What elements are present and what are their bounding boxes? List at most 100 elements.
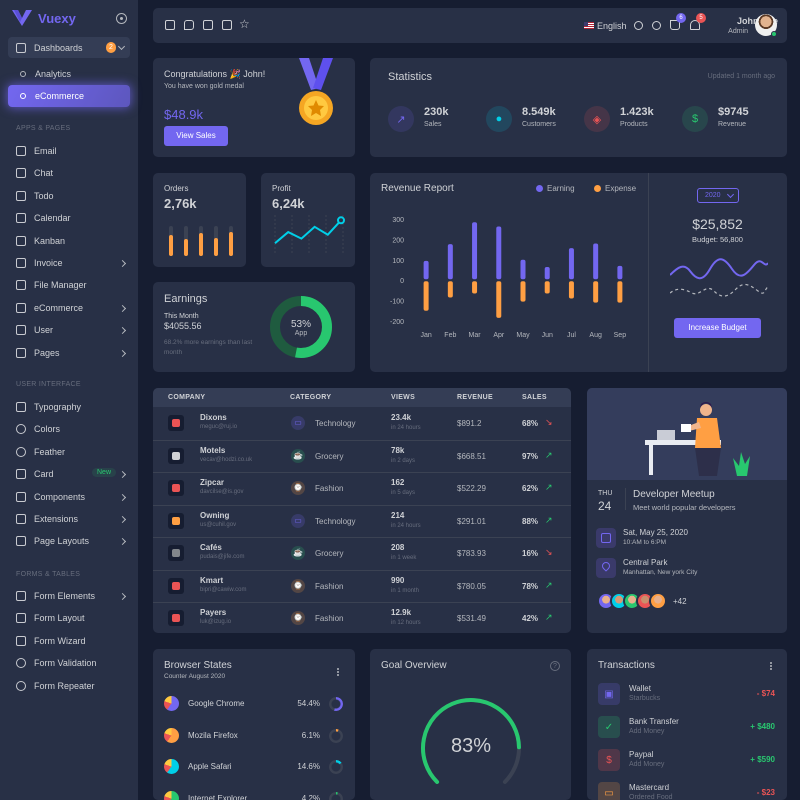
company-name[interactable]: Dixons — [200, 413, 227, 422]
company-logo-icon — [168, 577, 184, 594]
sidebar-item-form-layout[interactable]: Form Layout — [16, 611, 130, 625]
more-vertical-icon[interactable] — [770, 662, 772, 664]
sidebar-item-label: Kanban — [34, 235, 66, 246]
increase-budget-button[interactable]: Increase Budget — [674, 318, 761, 338]
message-icon[interactable] — [184, 20, 194, 30]
company-name[interactable]: Payers — [200, 608, 227, 617]
sidebar-item-feather[interactable]: Feather — [16, 445, 130, 459]
sidebar-item-label: Form Validation — [34, 658, 97, 669]
company-name[interactable]: Cafés — [200, 543, 222, 552]
sidebar-item-ecommerce[interactable]: eCommerce — [16, 301, 130, 315]
sidebar-item-email[interactable]: Email — [16, 144, 130, 158]
transaction-amount: - $74 — [756, 689, 775, 698]
stat-value: 8.549k — [522, 106, 556, 118]
sidebar-item-form-elements[interactable]: Form Elements — [16, 589, 130, 603]
us-flag-icon — [584, 22, 594, 29]
company-table-card — [153, 388, 571, 633]
language-selector[interactable]: English — [597, 21, 627, 31]
developer-illustration-icon — [645, 402, 750, 476]
sidebar-item-user[interactable]: User — [16, 323, 130, 337]
sidebar-item-pages[interactable]: Pages — [16, 346, 130, 360]
expense-bar — [423, 281, 429, 311]
help-circle-icon[interactable]: ? — [550, 661, 560, 671]
trending-up-icon: ↗ — [545, 579, 553, 590]
chevron-right-icon — [118, 493, 127, 501]
sidebar-item-extensions[interactable]: Extensions — [16, 512, 130, 526]
transaction-amount: - $23 — [756, 788, 775, 797]
sidebar-item-chat[interactable]: Chat — [16, 166, 130, 180]
sidebar-item-form-repeater[interactable]: Form Repeater — [16, 679, 130, 693]
sidebar-item-typography[interactable]: Typography — [16, 400, 130, 414]
company-name[interactable]: Zipcar — [200, 478, 225, 487]
star-icon[interactable]: ☆ — [239, 17, 250, 31]
sidebar-item-file-manager[interactable]: File Manager — [16, 278, 130, 292]
sidebar-item-page-layouts[interactable]: Page Layouts — [16, 534, 130, 548]
sidebar-item-components[interactable]: Components — [16, 490, 130, 504]
shopping-cart-icon[interactable] — [670, 20, 680, 30]
company-name[interactable]: Kmart — [200, 575, 224, 585]
orders-title: Orders — [164, 184, 189, 193]
year-select[interactable]: 2020 — [697, 188, 739, 203]
box-icon — [16, 613, 26, 624]
brand[interactable]: Vuexy — [12, 10, 76, 26]
collapse-toggle-icon[interactable] — [116, 13, 127, 24]
moon-icon[interactable] — [634, 21, 643, 30]
check-square-icon — [16, 190, 26, 201]
check-square-icon[interactable] — [222, 20, 232, 30]
sidebar-item-label: Form Layout — [34, 613, 85, 624]
more-vertical-icon[interactable] — [337, 668, 339, 670]
stat-label: Sales — [424, 121, 442, 128]
meetup-day: THU — [598, 490, 613, 497]
cart-count-badge: 6 — [676, 13, 686, 23]
company-name[interactable]: Owning — [200, 510, 230, 520]
chevron-right-icon — [118, 349, 127, 357]
company-revenue: $668.51 — [457, 451, 486, 461]
order-bar — [214, 238, 218, 256]
droplet-icon — [16, 424, 26, 435]
sidebar-item-calendar[interactable]: Calendar — [16, 211, 130, 225]
company-email: bipri@cawiw.com — [200, 586, 247, 593]
company-category: Fashion — [315, 484, 344, 493]
divider — [625, 488, 626, 510]
row-divider — [153, 569, 571, 571]
search-icon[interactable] — [652, 21, 661, 30]
avatar[interactable] — [755, 14, 777, 36]
row-divider — [153, 472, 571, 473]
mail-icon[interactable] — [165, 20, 175, 30]
type-icon — [16, 402, 26, 412]
sidebar-item-card[interactable]: Card New — [16, 467, 130, 481]
y-tick-label: -100 — [390, 299, 404, 306]
meetup-date: 24 — [598, 499, 612, 513]
statistics-title: Statistics — [388, 71, 433, 83]
browser-states-title: Browser States — [164, 660, 232, 671]
sidebar-item-form-validation[interactable]: Form Validation — [16, 656, 130, 670]
trending-up-icon: ↗ — [545, 612, 553, 622]
earnings-amount: $4055.56 — [164, 321, 202, 331]
expense-bar — [593, 281, 599, 303]
sidebar-item-label: Typography — [34, 402, 82, 412]
view-sales-button[interactable]: View Sales — [164, 126, 228, 146]
goal-overview-title: Goal Overview — [381, 660, 447, 671]
sidebar-item-dashboards[interactable]: Dashboards 2 — [8, 37, 130, 58]
legend-earning: Earning — [547, 184, 575, 193]
company-name[interactable]: Motels — [200, 445, 226, 455]
avatar[interactable] — [649, 592, 667, 610]
sidebar-item-form-wizard[interactable]: Form Wizard — [16, 634, 130, 648]
calendar-icon[interactable] — [203, 20, 213, 30]
bell-icon[interactable] — [690, 20, 700, 30]
legend-expense-dot — [594, 185, 601, 192]
transaction-source: Add Money — [629, 728, 665, 735]
company-views-period: in 1 month — [391, 587, 420, 594]
browser-name: Apple Safari — [188, 762, 232, 771]
order-bar — [199, 233, 203, 256]
sidebar-item-kanban[interactable]: Kanban — [16, 234, 130, 248]
company-views-period: in 12 hours — [391, 620, 421, 626]
goal-radial-chart — [421, 698, 521, 784]
sidebar-item-todo[interactable]: Todo — [16, 189, 130, 203]
sidebar-item-colors[interactable]: Colors — [16, 422, 130, 436]
sidebar-item-invoice[interactable]: Invoice — [16, 256, 130, 270]
company-views: 78k — [391, 445, 405, 455]
sidebar-item-analytics[interactable]: Analytics — [20, 67, 71, 81]
message-icon — [16, 168, 26, 179]
sidebar-item-ecommerce-dashboard[interactable]: eCommerce — [8, 85, 130, 107]
